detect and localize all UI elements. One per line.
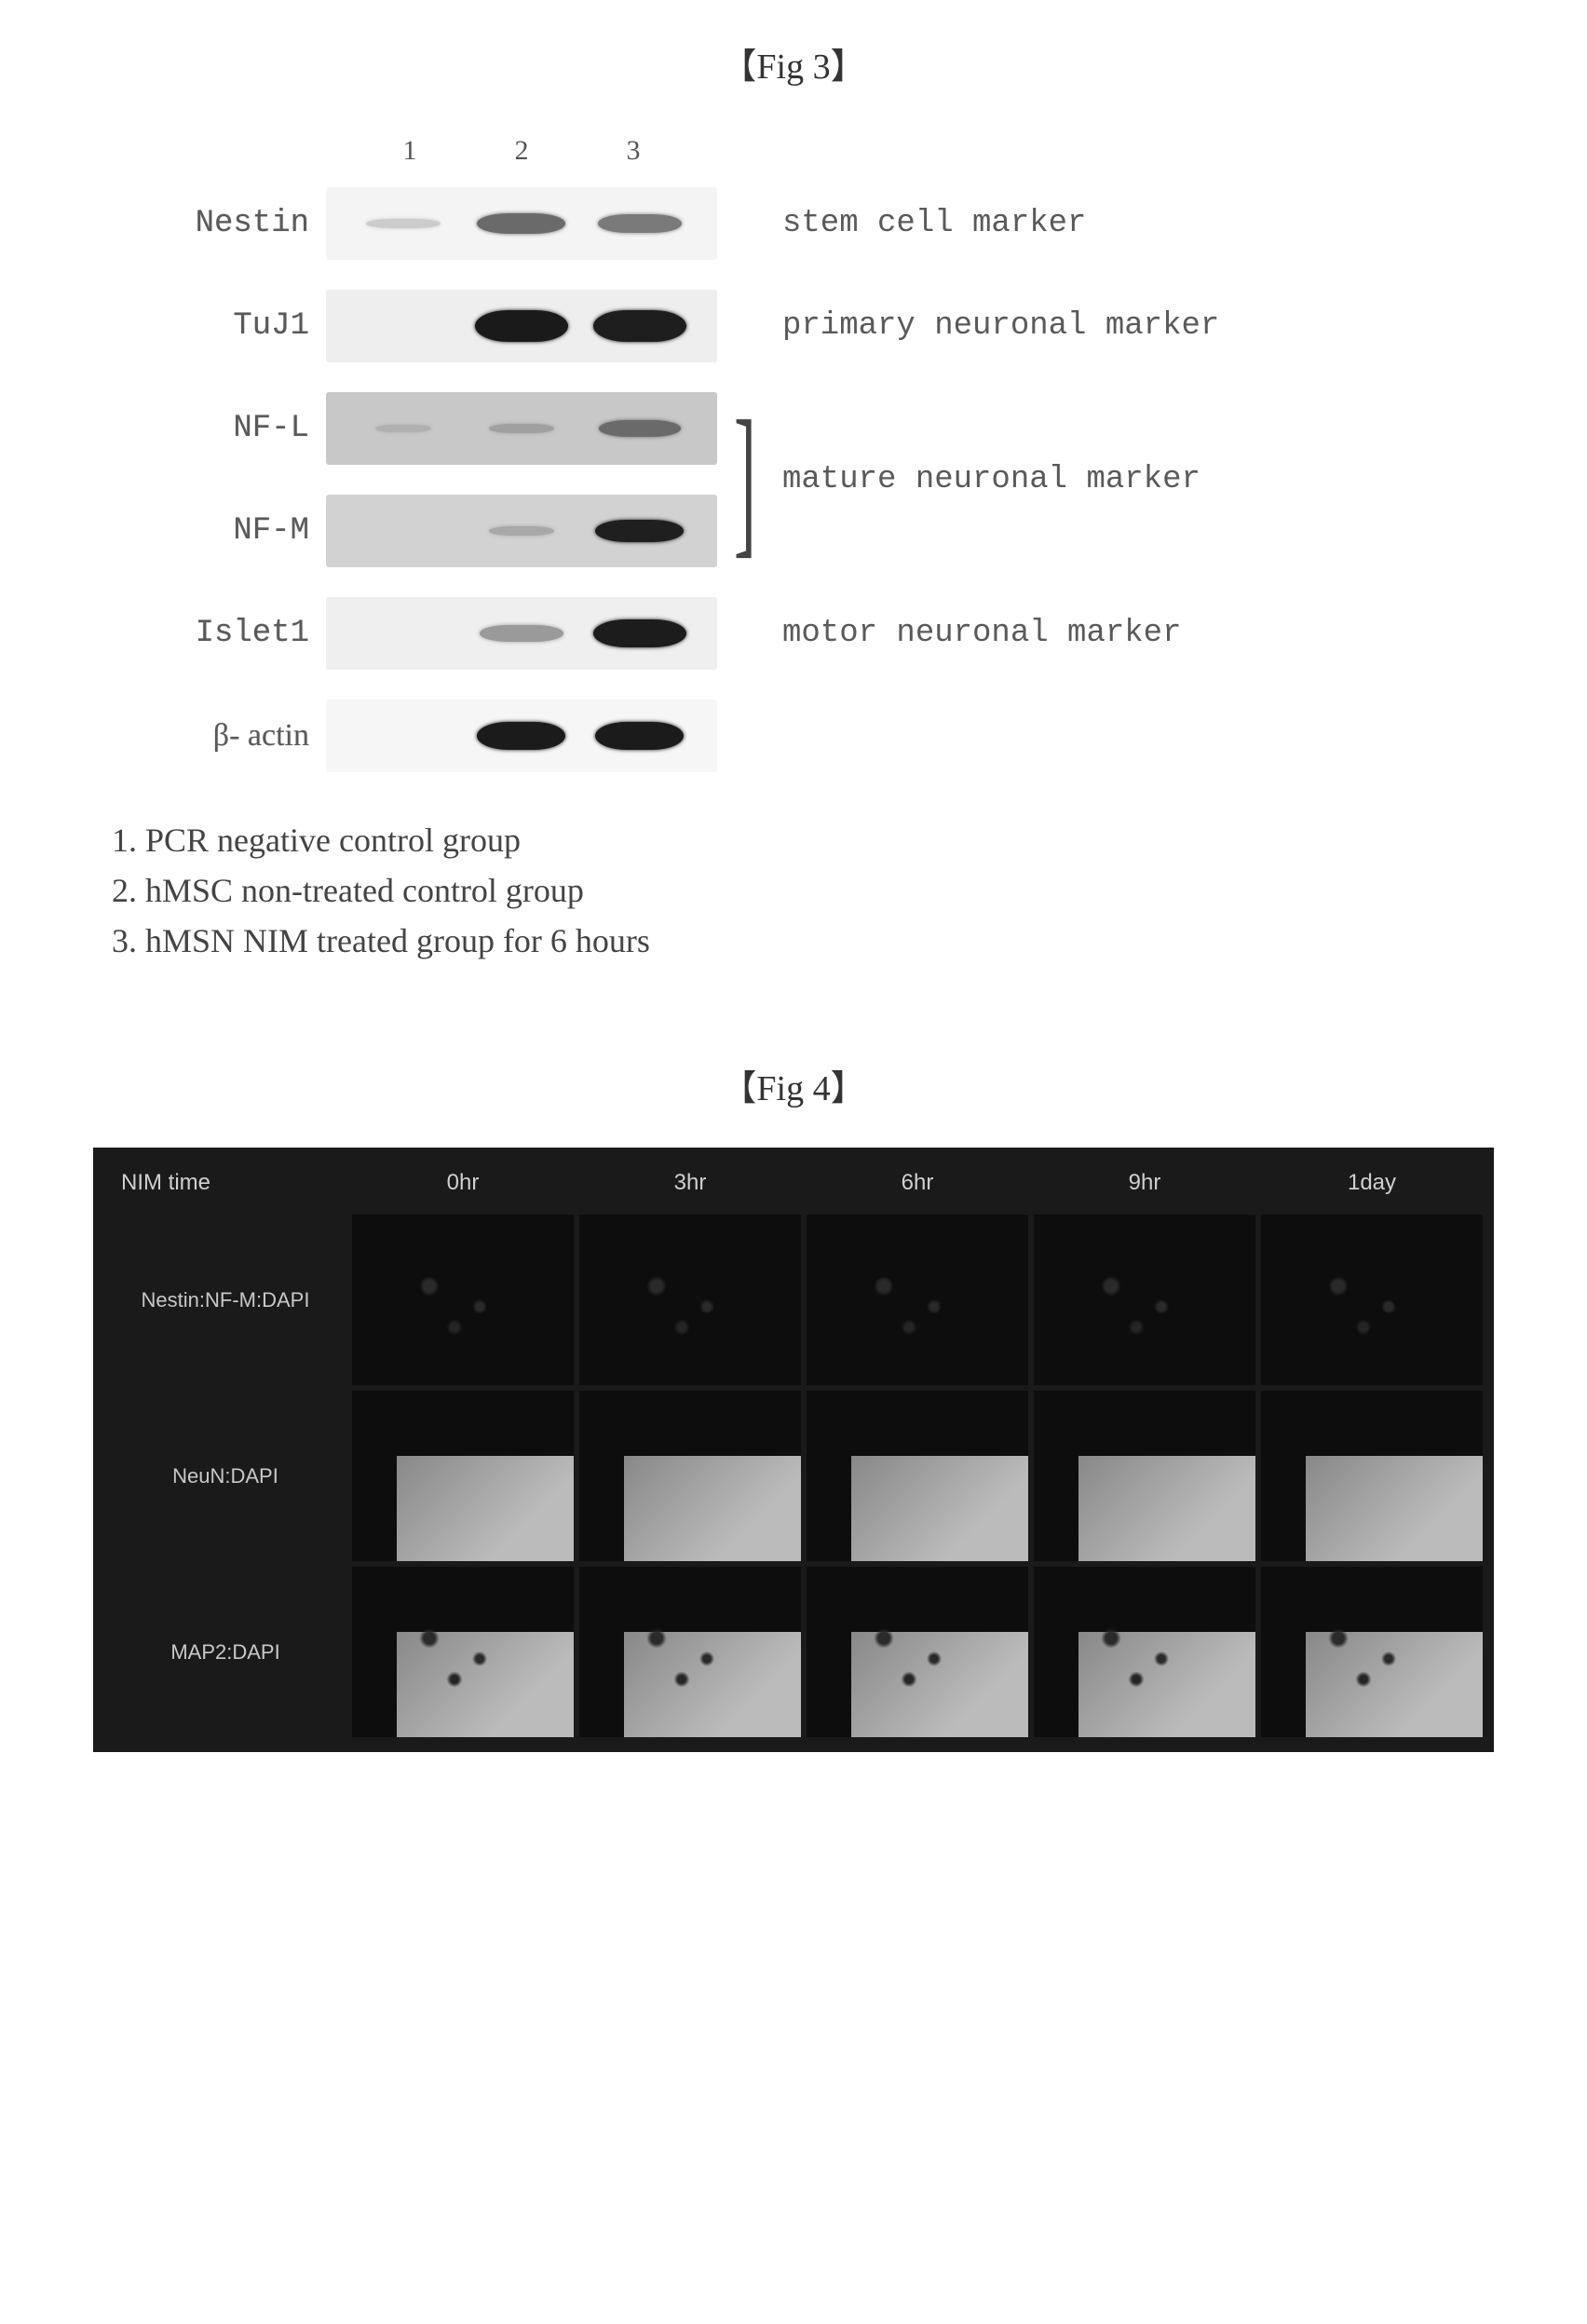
row-label-islet1: Islet1 xyxy=(112,582,326,685)
figure-4: 【Fig 4】 NIM time 0hr 3hr 6hr 9hr 1day Ne… xyxy=(56,1059,1531,1752)
fig4-body: NIM time 0hr 3hr 6hr 9hr 1day Nestin:NF-… xyxy=(56,1148,1531,1752)
gel-row xyxy=(326,582,717,685)
gel-band xyxy=(477,213,565,234)
gel-strip xyxy=(326,290,717,362)
fig3-bracket-column: ] xyxy=(717,126,754,787)
row-label-nfl: NF-L xyxy=(112,377,326,480)
gel-lane-cell xyxy=(352,495,454,567)
lane-number-2: 2 xyxy=(515,135,529,167)
gel-lane-cell xyxy=(352,392,454,465)
fig4-image-cell xyxy=(807,1567,1028,1737)
marker-bactin-empty xyxy=(782,685,1531,787)
gel-strip xyxy=(326,597,717,670)
fig4-image-cell xyxy=(1261,1567,1483,1737)
fig4-image-cell xyxy=(807,1391,1028,1561)
fig4-image-cell xyxy=(1034,1215,1255,1385)
gel-lane-cell xyxy=(470,700,573,772)
gel-row xyxy=(326,172,717,275)
gel-band xyxy=(489,526,554,536)
lane-header: 1 2 3 xyxy=(326,126,717,172)
fig3-marker-labels: stem cell marker primary neuronal marker… xyxy=(754,126,1531,787)
gel-band xyxy=(480,625,563,642)
gel-row xyxy=(326,377,717,480)
fig4-title: 【Fig 4】 xyxy=(56,1059,1531,1110)
gel-lane-cell xyxy=(470,392,573,465)
gel-lane-cell xyxy=(589,495,691,567)
gel-lane-cell xyxy=(352,597,454,670)
fig3-gel-column: 1 2 3 xyxy=(326,126,717,787)
fig4-col-3hr: 3hr xyxy=(579,1162,801,1209)
gel-band xyxy=(595,722,684,750)
legend-line-3: 3. hMSN NIM treated group for 6 hours xyxy=(112,916,1531,966)
fig3-legend: 1. PCR negative control group 2. hMSC no… xyxy=(56,787,1531,966)
gel-strip xyxy=(326,700,717,772)
fig4-image-cell xyxy=(352,1567,574,1737)
gel-row xyxy=(326,685,717,787)
marker-stem-cell: stem cell marker xyxy=(782,172,1531,275)
fig4-col-9hr: 9hr xyxy=(1034,1162,1255,1209)
fig4-image-cell xyxy=(352,1391,574,1561)
lane-number-1: 1 xyxy=(403,135,417,167)
gel-lane-cell xyxy=(470,495,573,567)
bracket-icon: ] xyxy=(734,387,756,573)
fig4-image-cell xyxy=(1034,1391,1255,1561)
gel-lane-cell xyxy=(589,187,691,260)
gel-row xyxy=(326,480,717,582)
gel-band xyxy=(477,722,565,750)
fig4-col-header-label: NIM time xyxy=(104,1162,346,1209)
gel-lane-cell xyxy=(589,290,691,362)
gel-band xyxy=(593,619,686,647)
fig4-image-cell xyxy=(1034,1567,1255,1737)
gel-band xyxy=(599,420,681,437)
marker-mature-neuronal: mature neuronal marker xyxy=(782,377,1531,582)
fig4-image-cell xyxy=(579,1567,801,1737)
row-label-nfm: NF-M xyxy=(112,480,326,582)
gel-band xyxy=(598,214,682,233)
gel-band xyxy=(593,310,686,342)
legend-line-2: 2. hMSC non-treated control group xyxy=(112,865,1531,916)
fig4-row-label: NeuN:DAPI xyxy=(104,1391,346,1561)
gel-strip xyxy=(326,495,717,567)
gel-lane-cell xyxy=(352,700,454,772)
legend-line-1: 1. PCR negative control group xyxy=(112,815,1531,865)
fig4-row-label: MAP2:DAPI xyxy=(104,1567,346,1737)
gel-lane-cell xyxy=(470,597,573,670)
fig4-row-label: Nestin:NF-M:DAPI xyxy=(104,1215,346,1385)
row-label-nestin: Nestin xyxy=(112,172,326,275)
gel-band xyxy=(475,310,568,342)
gel-band xyxy=(375,425,431,432)
gel-lane-cell xyxy=(589,392,691,465)
gel-band xyxy=(366,219,441,228)
fig3-title: 【Fig 3】 xyxy=(56,37,1531,88)
gel-lane-cell xyxy=(589,700,691,772)
gel-lane-cell xyxy=(470,187,573,260)
gel-strip xyxy=(326,392,717,465)
fig4-col-6hr: 6hr xyxy=(807,1162,1028,1209)
row-label-bactin: β- actin xyxy=(112,685,326,787)
marker-motor-neuronal: motor neuronal marker xyxy=(782,582,1531,685)
gel-lane-cell xyxy=(470,290,573,362)
gel-lane-cell xyxy=(589,597,691,670)
gel-band xyxy=(489,424,554,433)
fig3-body: Nestin TuJ1 NF-L NF-M Islet1 β- actin 1 … xyxy=(56,126,1531,787)
gel-lane-cell xyxy=(352,290,454,362)
fig4-grid: NIM time 0hr 3hr 6hr 9hr 1day Nestin:NF-… xyxy=(93,1148,1494,1752)
gel-strip xyxy=(326,187,717,260)
figure-3: 【Fig 3】 Nestin TuJ1 NF-L NF-M Islet1 β- … xyxy=(56,37,1531,966)
lane-number-3: 3 xyxy=(627,135,641,167)
fig4-col-0hr: 0hr xyxy=(352,1162,574,1209)
fig4-image-cell xyxy=(1261,1215,1483,1385)
fig4-image-cell xyxy=(352,1215,574,1385)
fig4-image-cell xyxy=(579,1215,801,1385)
gel-row xyxy=(326,275,717,377)
fig3-row-labels: Nestin TuJ1 NF-L NF-M Islet1 β- actin xyxy=(112,126,326,787)
fig4-image-cell xyxy=(807,1215,1028,1385)
row-label-tuj1: TuJ1 xyxy=(112,275,326,377)
fig4-image-cell xyxy=(1261,1391,1483,1561)
fig4-col-1day: 1day xyxy=(1261,1162,1483,1209)
marker-primary-neuronal: primary neuronal marker xyxy=(782,275,1531,377)
gel-lane-cell xyxy=(352,187,454,260)
gel-band xyxy=(595,520,684,542)
fig4-image-cell xyxy=(579,1391,801,1561)
